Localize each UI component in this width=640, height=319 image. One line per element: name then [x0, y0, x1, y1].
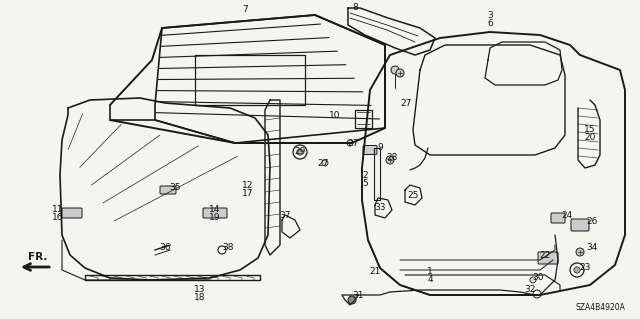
Circle shape — [396, 69, 404, 77]
Text: 20: 20 — [584, 133, 596, 143]
Text: 31: 31 — [352, 292, 364, 300]
Text: 11: 11 — [52, 205, 64, 214]
Circle shape — [348, 296, 356, 304]
Text: 30: 30 — [532, 273, 544, 283]
FancyBboxPatch shape — [62, 208, 82, 218]
FancyBboxPatch shape — [571, 219, 589, 231]
Text: 3: 3 — [487, 11, 493, 19]
Text: 7: 7 — [242, 5, 248, 14]
Text: FR.: FR. — [28, 252, 48, 262]
Text: 9: 9 — [377, 144, 383, 152]
Text: 27: 27 — [317, 159, 329, 167]
Text: 16: 16 — [52, 213, 64, 222]
Text: 27: 27 — [348, 138, 358, 147]
FancyBboxPatch shape — [160, 186, 176, 194]
Text: 28: 28 — [387, 153, 397, 162]
Text: 5: 5 — [362, 179, 368, 188]
Text: 32: 32 — [524, 286, 536, 294]
Text: 18: 18 — [195, 293, 205, 302]
FancyBboxPatch shape — [363, 145, 377, 154]
Text: 12: 12 — [243, 181, 253, 189]
Text: 22: 22 — [540, 250, 550, 259]
Text: 35: 35 — [169, 183, 180, 192]
Text: 37: 37 — [279, 211, 291, 219]
Text: 34: 34 — [586, 243, 598, 253]
Text: 36: 36 — [159, 243, 171, 253]
Text: 4: 4 — [427, 276, 433, 285]
Circle shape — [347, 140, 353, 146]
Text: 27: 27 — [400, 99, 412, 108]
Text: 15: 15 — [584, 125, 596, 135]
Text: SZA4B4920A: SZA4B4920A — [575, 303, 625, 312]
FancyBboxPatch shape — [538, 252, 558, 264]
Text: 13: 13 — [195, 286, 205, 294]
Text: 2: 2 — [362, 170, 368, 180]
Text: 14: 14 — [209, 205, 221, 214]
Text: 38: 38 — [222, 243, 234, 253]
Text: 24: 24 — [561, 211, 573, 219]
Text: 10: 10 — [329, 110, 340, 120]
Circle shape — [386, 156, 394, 164]
Text: 33: 33 — [374, 204, 386, 212]
Circle shape — [322, 160, 328, 166]
Text: 19: 19 — [209, 213, 221, 222]
Text: 17: 17 — [243, 189, 253, 197]
Circle shape — [530, 277, 536, 283]
Circle shape — [391, 66, 399, 74]
Text: 8: 8 — [352, 4, 358, 12]
Text: 6: 6 — [487, 19, 493, 27]
FancyBboxPatch shape — [551, 213, 565, 223]
Text: 29: 29 — [294, 147, 306, 157]
Circle shape — [576, 248, 584, 256]
Circle shape — [574, 267, 580, 273]
Text: 26: 26 — [586, 218, 598, 226]
Text: 1: 1 — [427, 268, 433, 277]
Text: 21: 21 — [369, 268, 381, 277]
FancyBboxPatch shape — [203, 208, 227, 218]
Circle shape — [297, 149, 303, 155]
Text: 23: 23 — [579, 263, 591, 272]
Text: 25: 25 — [407, 191, 419, 201]
